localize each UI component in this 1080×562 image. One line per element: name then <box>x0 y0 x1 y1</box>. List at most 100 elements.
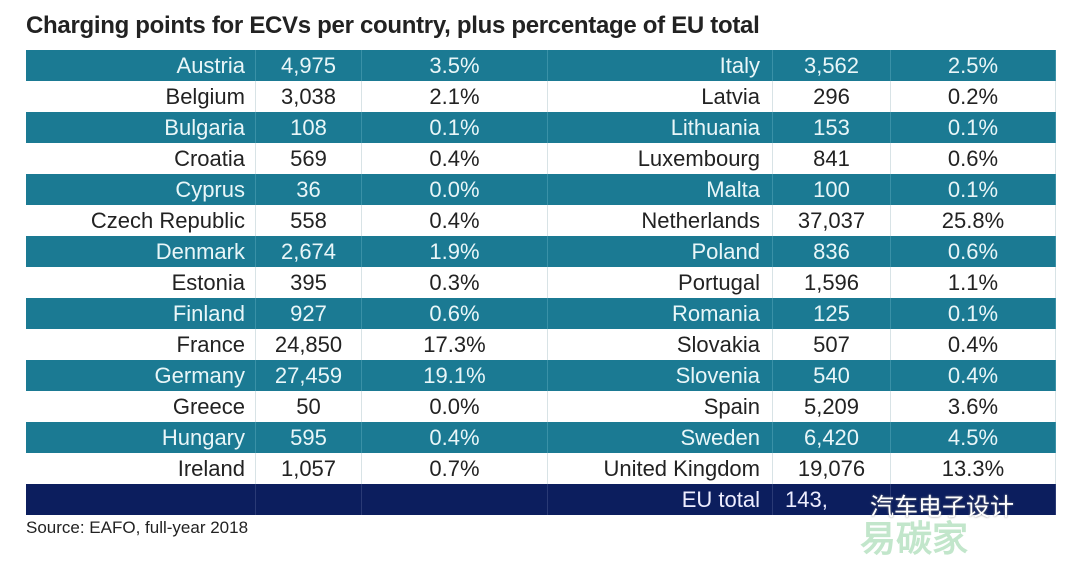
cell-points: 540 <box>772 360 891 391</box>
cell-percentage: 0.6% <box>361 298 548 329</box>
cell-country: Luxembourg <box>547 143 773 174</box>
total-label: EU total <box>547 484 773 515</box>
cell-points: 395 <box>255 267 362 298</box>
cell-points: 153 <box>772 112 891 143</box>
cell-points: 36 <box>255 174 362 205</box>
cell-percentage: 2.5% <box>890 50 1056 81</box>
cell-percentage: 0.1% <box>890 298 1056 329</box>
charging-points-table: Austria 4,975 3.5% Italy 3,562 2.5% Belgium 3,0… <box>26 50 1056 515</box>
cell-country: Romania <box>547 298 773 329</box>
cell-country: Greece <box>26 391 256 422</box>
cell-percentage: 0.1% <box>361 112 548 143</box>
source-note: Source: EAFO, full-year 2018 <box>26 518 249 537</box>
cell-country: Sweden <box>547 422 773 453</box>
table-row: Austria 4,975 3.5% Italy 3,562 2.5% <box>26 50 1056 81</box>
cell-points: 100 <box>772 174 891 205</box>
table-row: Finland 927 0.6% Romania 125 0.1% <box>26 298 1056 329</box>
cell-points: 841 <box>772 143 891 174</box>
cell-points: 27,459 <box>255 360 362 391</box>
cell-country: Slovakia <box>547 329 773 360</box>
cell-percentage: 0.4% <box>890 329 1056 360</box>
cell-empty <box>26 484 256 515</box>
cell-percentage: 0.4% <box>361 205 548 236</box>
cell-country: Latvia <box>547 81 773 112</box>
cell-country: Malta <box>547 174 773 205</box>
cell-empty <box>890 484 1056 515</box>
cell-points: 50 <box>255 391 362 422</box>
cell-percentage: 17.3% <box>361 329 548 360</box>
cell-points: 558 <box>255 205 362 236</box>
cell-percentage: 2.1% <box>361 81 548 112</box>
table-row: Belgium 3,038 2.1% Latvia 296 0.2% <box>26 81 1056 112</box>
cell-points: 37,037 <box>772 205 891 236</box>
cell-points: 108 <box>255 112 362 143</box>
cell-percentage: 1.9% <box>361 236 548 267</box>
cell-country: Lithuania <box>547 112 773 143</box>
cell-percentage: 0.4% <box>361 143 548 174</box>
table-row: Cyprus 36 0.0% Malta 100 0.1% <box>26 174 1056 205</box>
chart-title: Charging points for ECVs per country, pl… <box>26 12 760 39</box>
cell-points: 3,562 <box>772 50 891 81</box>
cell-points: 296 <box>772 81 891 112</box>
cell-percentage: 0.1% <box>890 174 1056 205</box>
cell-percentage: 0.6% <box>890 143 1056 174</box>
cell-percentage: 0.4% <box>890 360 1056 391</box>
cell-country: Bulgaria <box>26 112 256 143</box>
cell-percentage: 0.3% <box>361 267 548 298</box>
cell-country: Estonia <box>26 267 256 298</box>
cell-country: Hungary <box>26 422 256 453</box>
cell-country: Cyprus <box>26 174 256 205</box>
table-row: Estonia 395 0.3% Portugal 1,596 1.1% <box>26 267 1056 298</box>
cell-country: Poland <box>547 236 773 267</box>
cell-percentage: 3.6% <box>890 391 1056 422</box>
cell-points: 4,975 <box>255 50 362 81</box>
cell-country: Denmark <box>26 236 256 267</box>
cell-percentage: 0.0% <box>361 391 548 422</box>
cell-country: Italy <box>547 50 773 81</box>
table-row: Germany 27,459 19.1% Slovenia 540 0.4% <box>26 360 1056 391</box>
cell-percentage: 13.3% <box>890 453 1056 484</box>
cell-points: 19,076 <box>772 453 891 484</box>
cell-points: 1,057 <box>255 453 362 484</box>
cell-points: 927 <box>255 298 362 329</box>
total-row: EU total 143, <box>26 484 1056 515</box>
cell-country: Portugal <box>547 267 773 298</box>
cell-points: 595 <box>255 422 362 453</box>
cell-percentage: 4.5% <box>890 422 1056 453</box>
table-row: Czech Republic 558 0.4% Netherlands 37,037 25… <box>26 205 1056 236</box>
cell-country: Czech Republic <box>26 205 256 236</box>
cell-points: 2,674 <box>255 236 362 267</box>
total-value: 143, <box>772 484 891 515</box>
cell-percentage: 0.7% <box>361 453 548 484</box>
cell-points: 3,038 <box>255 81 362 112</box>
table-row: Hungary 595 0.4% Sweden 6,420 4.5% <box>26 422 1056 453</box>
cell-percentage: 1.1% <box>890 267 1056 298</box>
watermark-logo: 易碳家 <box>860 518 969 559</box>
cell-percentage: 25.8% <box>890 205 1056 236</box>
cell-percentage: 19.1% <box>361 360 548 391</box>
cell-points: 125 <box>772 298 891 329</box>
table-row: Bulgaria 108 0.1% Lithuania 153 0.1% <box>26 112 1056 143</box>
table-row: France 24,850 17.3% Slovakia 507 0.4% <box>26 329 1056 360</box>
cell-percentage: 0.1% <box>890 112 1056 143</box>
cell-percentage: 0.6% <box>890 236 1056 267</box>
cell-country: Austria <box>26 50 256 81</box>
table-row: Denmark 2,674 1.9% Poland 836 0.6% <box>26 236 1056 267</box>
cell-percentage: 0.2% <box>890 81 1056 112</box>
cell-percentage: 0.4% <box>361 422 548 453</box>
cell-empty <box>255 484 362 515</box>
cell-country: Ireland <box>26 453 256 484</box>
cell-country: Belgium <box>26 81 256 112</box>
cell-points: 507 <box>772 329 891 360</box>
cell-empty <box>361 484 548 515</box>
cell-country: France <box>26 329 256 360</box>
cell-points: 1,596 <box>772 267 891 298</box>
cell-percentage: 3.5% <box>361 50 548 81</box>
table-row: Ireland 1,057 0.7% United Kingdom 19,076 13.3… <box>26 453 1056 484</box>
cell-country: Spain <box>547 391 773 422</box>
cell-percentage: 0.0% <box>361 174 548 205</box>
cell-country: United Kingdom <box>547 453 773 484</box>
cell-points: 24,850 <box>255 329 362 360</box>
cell-country: Slovenia <box>547 360 773 391</box>
table-row: Greece 50 0.0% Spain 5,209 3.6% <box>26 391 1056 422</box>
